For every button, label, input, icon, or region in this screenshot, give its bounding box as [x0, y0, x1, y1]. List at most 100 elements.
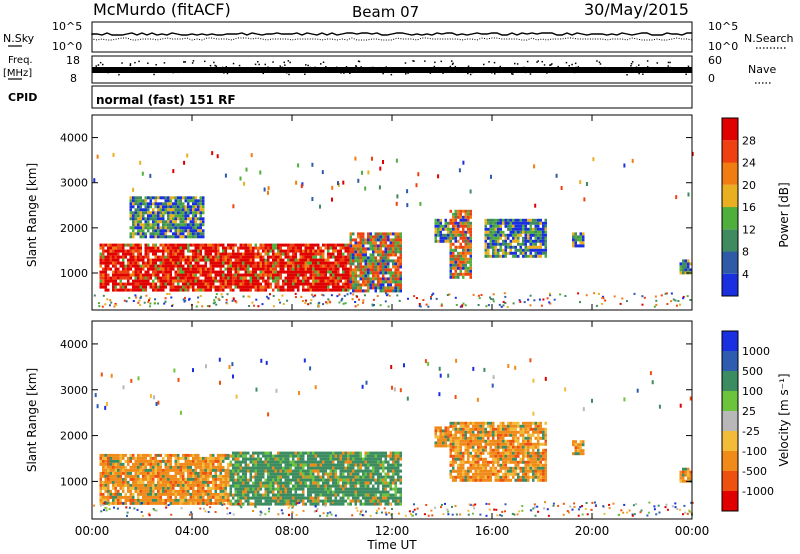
data-cell: [682, 268, 685, 272]
data-cell: [244, 252, 247, 256]
nave-dot: [656, 62, 658, 64]
data-cell: [524, 218, 527, 222]
data-cell: [294, 246, 297, 250]
data-cell: [357, 259, 360, 263]
data-cell: [197, 459, 200, 463]
data-cell: [529, 218, 532, 222]
data-cell: [372, 286, 375, 290]
data-cell: [307, 279, 310, 283]
data-cell: [174, 258, 177, 262]
data-cell: [142, 267, 145, 271]
data-cell: [157, 220, 160, 224]
data-cell: [364, 277, 367, 281]
data-cell: [112, 255, 115, 259]
data-cell: [292, 487, 295, 491]
data-cell: [202, 279, 205, 283]
data-cell: [352, 283, 355, 287]
data-cell: [519, 242, 522, 246]
data-cell: [174, 211, 177, 215]
data-cell: [114, 474, 117, 478]
data-cell: [352, 289, 355, 293]
data-cell: [272, 484, 275, 488]
data-cell: [144, 501, 147, 505]
data-cell: [269, 451, 272, 455]
data-cell: [452, 266, 455, 270]
data-cell: [234, 490, 237, 494]
data-cell: [182, 477, 185, 481]
data-cell: [309, 490, 312, 494]
nave-dot: [412, 60, 414, 62]
data-cell: [124, 477, 127, 481]
data-cell: [362, 259, 365, 263]
data-cell: [442, 227, 445, 231]
data-cell: [397, 280, 400, 284]
data-cell: [154, 273, 157, 277]
data-cell: [334, 288, 337, 292]
data-cell: [440, 304, 443, 307]
data-cell: [514, 254, 517, 258]
data-cell: [324, 493, 327, 497]
data-cell: [234, 460, 237, 464]
data-cell: [199, 199, 202, 203]
data-cell: [287, 267, 290, 271]
data-cell: [329, 463, 332, 467]
data-cell: [297, 493, 300, 497]
data-cell: [595, 304, 598, 307]
data-cell: [532, 221, 535, 225]
nave-dot: [155, 64, 157, 66]
data-cell: [272, 493, 275, 497]
data-cell: [342, 258, 345, 262]
data-cell: [187, 223, 190, 227]
data-cell: [247, 463, 250, 467]
data-cell: [204, 483, 207, 487]
data-cell: [299, 273, 302, 277]
data-cell: [494, 248, 497, 252]
data-cell: [494, 236, 497, 240]
data-cell: [347, 288, 350, 292]
nave-dot: [345, 66, 348, 68]
data-cell: [519, 221, 522, 225]
data-cell: [204, 243, 207, 247]
data-cell: [132, 474, 135, 478]
data-cell: [114, 501, 117, 505]
data-cell: [107, 264, 110, 268]
data-cell: [184, 217, 187, 221]
data-cell: [287, 493, 290, 497]
data-cell: [371, 303, 374, 306]
data-cell: [212, 459, 215, 463]
data-cell: [349, 265, 352, 269]
data-cell: [202, 264, 205, 268]
data-cell: [197, 267, 200, 271]
data-cell: [297, 496, 300, 500]
nave-dot: [325, 66, 327, 68]
data-cell: [224, 258, 227, 262]
data-cell: [199, 255, 202, 259]
data-cell: [192, 474, 195, 478]
data-cell: [139, 226, 142, 230]
data-cell: [287, 490, 290, 494]
data-cell: [199, 282, 202, 286]
data-cell: [462, 266, 465, 270]
data-cell: [387, 244, 390, 248]
data-cell: [519, 300, 522, 303]
data-cell: [289, 472, 292, 476]
data-cell: [194, 246, 197, 250]
data-cell: [289, 502, 292, 506]
data-cell: [164, 232, 167, 236]
data-cell: [452, 215, 455, 219]
data-cell: [357, 496, 360, 500]
nave-dot: [638, 72, 640, 75]
data-cell: [167, 276, 170, 280]
data-cell: [237, 460, 240, 464]
data-cell: [279, 276, 282, 280]
data-cell: [287, 484, 290, 488]
data-cell: [399, 238, 402, 242]
data-cell: [199, 243, 202, 247]
data-cell: [539, 230, 542, 234]
data-cell: [359, 250, 362, 254]
data-cell: [204, 279, 207, 283]
data-cell: [219, 492, 222, 496]
data-cell: [244, 472, 247, 476]
data-cell: [354, 247, 357, 251]
